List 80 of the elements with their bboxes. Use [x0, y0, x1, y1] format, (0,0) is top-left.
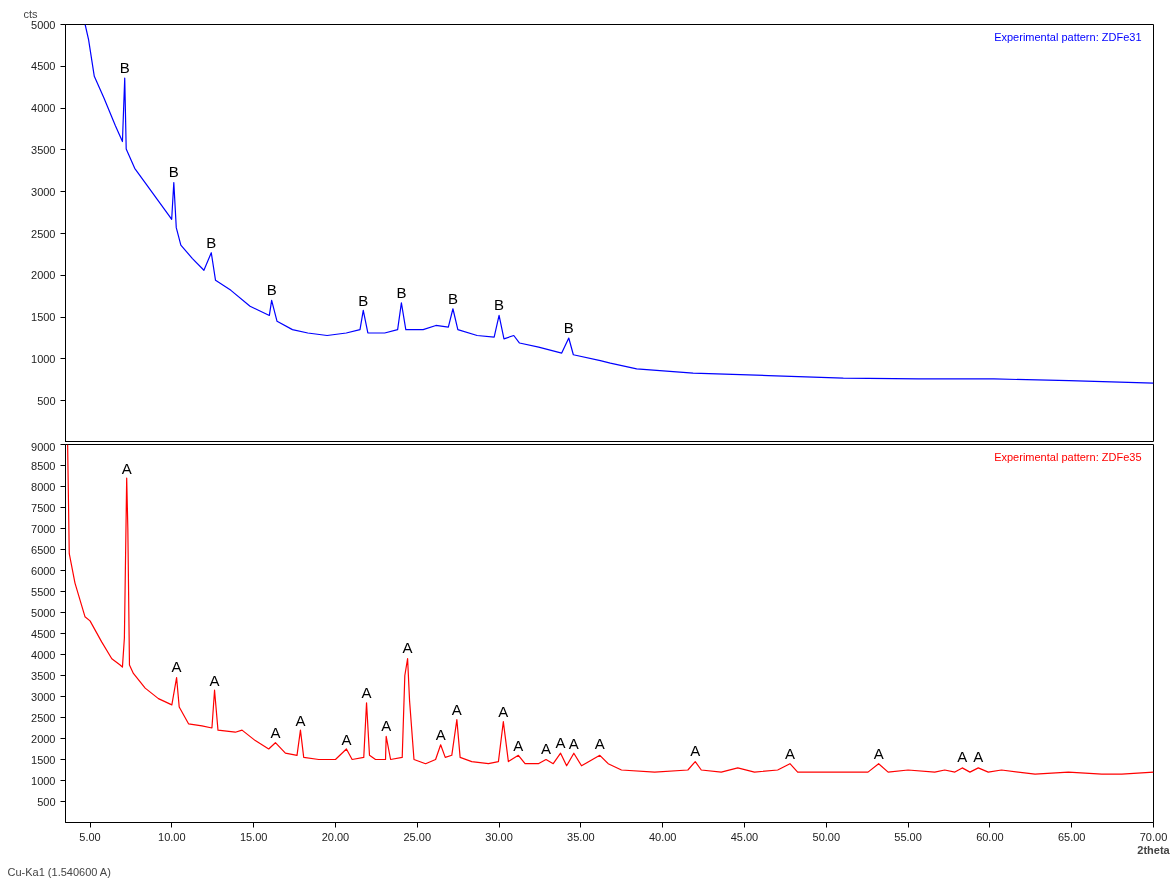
y-tick-label: 9000 [31, 440, 56, 453]
y-tick-label: 4000 [31, 648, 56, 661]
y-tick-label: 6500 [31, 543, 56, 556]
y-tick-label: 500 [37, 394, 56, 407]
annotation: B [563, 319, 574, 336]
annotation: A [121, 459, 132, 477]
annotation: A [381, 716, 392, 734]
y-tick-label: 4000 [31, 102, 56, 115]
text: Experimental pattern: ZDFe35 [994, 450, 1142, 463]
annotation: A [209, 671, 220, 689]
x-tick-label: 70.00 [1139, 830, 1168, 843]
annotation: A [171, 657, 182, 675]
annotation: B [396, 283, 407, 301]
y-tick-label: 3500 [31, 669, 56, 682]
text: Experimental pattern: ZDFe31 [994, 30, 1142, 43]
y-tick-label: 1500 [31, 311, 56, 324]
y-tick-label: 2500 [31, 711, 56, 724]
annotation: A [295, 712, 306, 730]
x-tick-label: 25.00 [403, 830, 432, 843]
x-tick-label: 60.00 [976, 830, 1004, 843]
x-tick-label: 55.00 [894, 830, 922, 843]
y-tick-label: 7000 [31, 522, 56, 535]
y-tick-label: 8000 [31, 480, 56, 493]
y-tick-label: 5000 [31, 606, 56, 619]
x-tick-label: 15.00 [239, 830, 268, 843]
annotation: A [555, 733, 566, 751]
line-series [67, 444, 1154, 775]
y-tick-label: 1500 [31, 753, 56, 766]
annotation: A [784, 744, 795, 762]
annotation: A [402, 639, 413, 657]
y-tick-label: 1000 [31, 774, 56, 787]
y-tick-label: 8500 [31, 459, 56, 472]
x-tick-label: 35.00 [567, 830, 595, 843]
y-tick-label: 3500 [31, 143, 56, 156]
annotation: B [358, 291, 369, 309]
y-tick-label: 3000 [31, 690, 56, 703]
y-tick-label: 3000 [31, 185, 56, 198]
y-tick-label: 2000 [31, 732, 56, 745]
x-tick-label: 40.00 [648, 830, 677, 843]
annotation: A [513, 736, 524, 754]
x-tick-label: 10.00 [158, 830, 186, 843]
line-series [84, 24, 1154, 384]
y-axis-title: cts [23, 7, 39, 20]
y-tick-label: 500 [37, 795, 56, 808]
annotation: A [361, 684, 372, 702]
annotation: A [568, 734, 579, 752]
annotation: B [206, 233, 217, 251]
annotation: B [447, 289, 458, 307]
x-axis-title: 2theta [1137, 843, 1170, 856]
annotation: B [119, 58, 130, 76]
x-tick-label: 45.00 [730, 830, 759, 843]
annotation: A [498, 702, 509, 720]
annotation: A [973, 748, 984, 766]
y-tick-label: 7500 [31, 501, 56, 514]
y-tick-label: 5500 [31, 585, 56, 598]
annotation: B [494, 296, 505, 314]
y-tick-label: 4500 [31, 627, 56, 640]
annotation: A [690, 741, 701, 759]
annotation: A [451, 701, 462, 719]
annotation: A [873, 744, 884, 762]
annotation: B [266, 281, 277, 299]
x-tick-label: 65.00 [1057, 830, 1086, 843]
annotation: A [541, 740, 552, 758]
y-tick-label: 5000 [31, 18, 56, 31]
text: Cu-Ka1 (1.540600 A) [7, 865, 111, 878]
x-tick-label: 50.00 [812, 830, 841, 843]
annotation: B [168, 163, 179, 181]
annotation: A [594, 735, 605, 753]
y-tick-label: 6000 [31, 564, 56, 577]
y-tick-label: 2500 [31, 227, 56, 240]
annotation: A [270, 724, 281, 742]
annotation: A [435, 726, 446, 744]
x-tick-label: 5.00 [79, 830, 101, 843]
y-tick-label: 2000 [31, 269, 56, 282]
x-tick-label: 20.00 [321, 830, 350, 843]
annotation: A [957, 748, 968, 766]
y-tick-label: 1000 [31, 352, 56, 365]
y-tick-label: 4500 [31, 60, 56, 73]
annotation: A [341, 730, 352, 748]
x-tick-label: 30.00 [485, 830, 513, 843]
